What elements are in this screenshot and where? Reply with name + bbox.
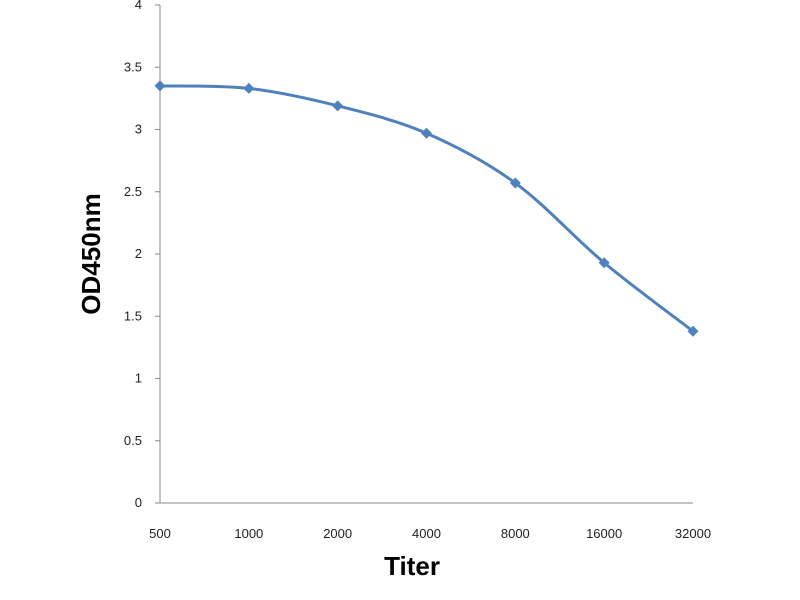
x-tick-label: 8000 bbox=[501, 526, 530, 541]
y-tick-label: 3 bbox=[135, 122, 142, 137]
y-tick-label: 2 bbox=[135, 246, 142, 261]
y-axis-title: OD450nm bbox=[76, 193, 106, 314]
data-point-marker bbox=[154, 80, 166, 92]
y-tick-label: 4 bbox=[135, 0, 142, 12]
x-tick-label: 4000 bbox=[412, 526, 441, 541]
series bbox=[154, 80, 699, 337]
x-tick-label: 32000 bbox=[675, 526, 711, 541]
x-tick-label: 1000 bbox=[234, 526, 263, 541]
data-point-marker bbox=[421, 127, 432, 139]
y-tick-label: 0 bbox=[135, 495, 142, 510]
data-point-marker bbox=[509, 177, 521, 189]
data-point-marker bbox=[598, 257, 610, 269]
x-axis: 500 1000 2000 4000 8000 16000 32000 bbox=[149, 502, 711, 541]
data-point-marker bbox=[243, 82, 255, 94]
y-tick-label: 1.5 bbox=[124, 308, 142, 323]
y-axis: 0 0.5 1 1.5 2 2.5 3 3.5 4 bbox=[124, 0, 161, 510]
data-point-marker bbox=[332, 100, 344, 112]
y-tick-label: 3.5 bbox=[124, 59, 142, 74]
y-tick-label: 2.5 bbox=[124, 184, 142, 199]
x-axis-title: Titer bbox=[384, 551, 440, 581]
y-tick-label: 1 bbox=[135, 371, 142, 386]
x-tick-label: 16000 bbox=[586, 526, 622, 541]
x-tick-label: 500 bbox=[149, 526, 171, 541]
y-tick-label: 0.5 bbox=[124, 433, 142, 448]
x-tick-label: 2000 bbox=[323, 526, 352, 541]
series-line bbox=[158, 84, 695, 333]
data-point-marker bbox=[687, 325, 699, 337]
